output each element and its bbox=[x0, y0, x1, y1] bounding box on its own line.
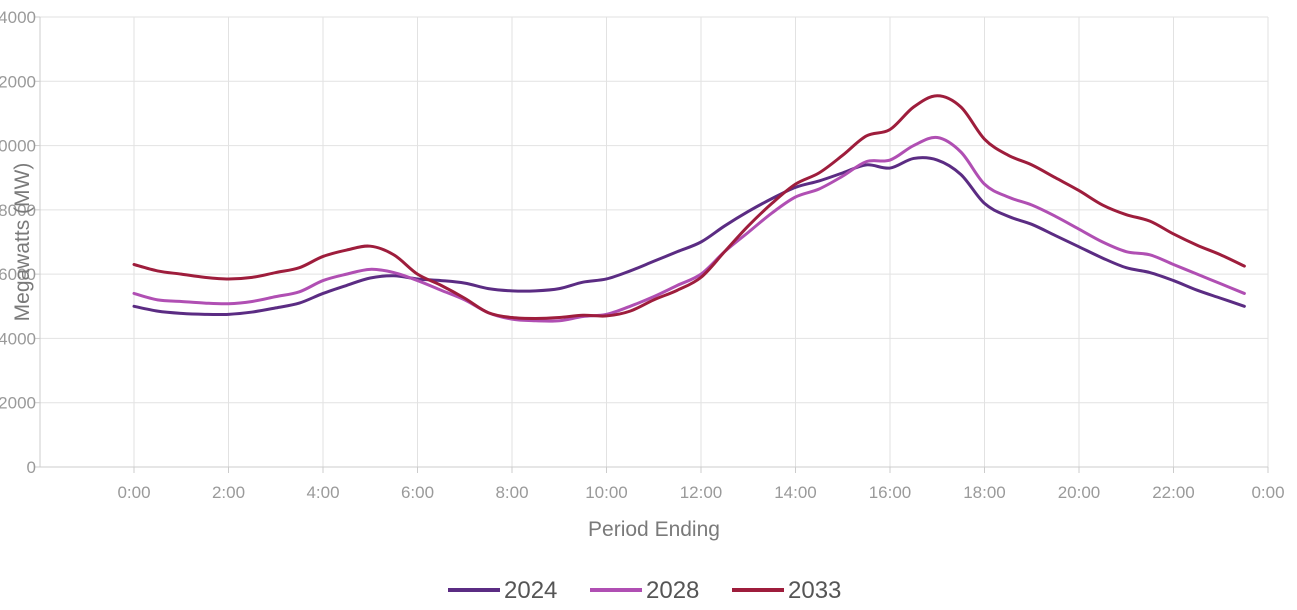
x-tick-label: 6:00 bbox=[401, 483, 434, 502]
y-tick-label: 2000 bbox=[0, 394, 36, 413]
x-tick-label: 20:00 bbox=[1058, 483, 1101, 502]
y-tick-label: 10000 bbox=[0, 137, 36, 156]
x-tick-label: 12:00 bbox=[680, 483, 723, 502]
legend-label-2028: 2028 bbox=[646, 577, 699, 604]
x-tick-label: 4:00 bbox=[306, 483, 339, 502]
y-tick-label: 14000 bbox=[0, 8, 36, 27]
y-tick-label: 12000 bbox=[0, 72, 36, 91]
series-line-2024 bbox=[132, 156, 1246, 317]
y-tick-label: 4000 bbox=[0, 329, 36, 348]
y-tick-label: 6000 bbox=[0, 265, 36, 284]
legend-label-2024: 2024 bbox=[504, 577, 557, 604]
axes bbox=[39, 17, 1268, 468]
y-tick-label: 8000 bbox=[0, 201, 36, 220]
x-tick-labels: 0:00 2:00 4:00 6:00 8:00 10:00 12:00 14:00 16:00… bbox=[117, 483, 1284, 502]
legend: 2024 2028 2033 bbox=[448, 577, 841, 604]
series-line-2033 bbox=[132, 94, 1246, 320]
grid-lines bbox=[34, 16, 1269, 473]
x-tick-label: 14:00 bbox=[774, 483, 817, 502]
x-tick-label: 2:00 bbox=[212, 483, 245, 502]
x-tick-label: 18:00 bbox=[963, 483, 1006, 502]
x-axis-title: Period Ending bbox=[588, 518, 720, 541]
x-tick-label: 0:00 bbox=[1251, 483, 1284, 502]
y-tick-labels: 0 2000 4000 6000 8000 10000 12000 14000 bbox=[0, 8, 36, 477]
y-axis-title: Megawatts (MW) bbox=[11, 163, 34, 322]
x-tick-label: 8:00 bbox=[495, 483, 528, 502]
x-tick-label: 16:00 bbox=[869, 483, 912, 502]
series-lines bbox=[132, 94, 1246, 323]
legend-label-2033: 2033 bbox=[788, 577, 841, 604]
y-tick-label: 0 bbox=[27, 458, 36, 477]
x-tick-label: 22:00 bbox=[1152, 483, 1195, 502]
x-tick-label: 0:00 bbox=[117, 483, 150, 502]
x-tick-label: 10:00 bbox=[585, 483, 628, 502]
series-line-2028 bbox=[132, 135, 1246, 323]
